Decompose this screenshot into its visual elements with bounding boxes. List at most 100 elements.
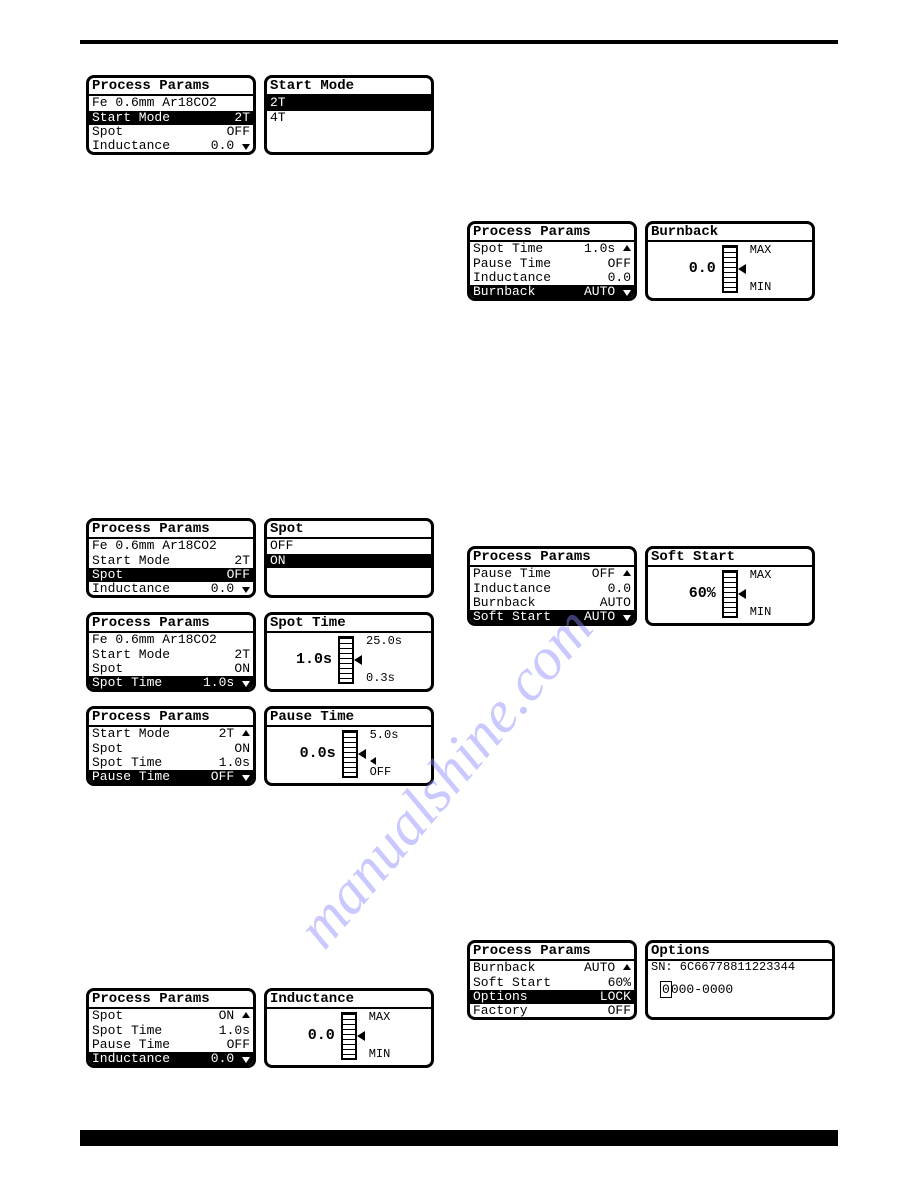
lcd-title: Spot Time: [267, 615, 431, 633]
scale-max: 25.0s: [366, 635, 402, 648]
arrow-left-icon: [370, 757, 376, 765]
row-label: Spot: [92, 742, 123, 756]
scale-box: 0.0 MAX MIN: [648, 242, 812, 296]
row-value: 1.0s: [203, 676, 250, 690]
scale-min: MIN: [369, 1048, 391, 1061]
scale-box: 0.0s 5.0s OFF: [267, 727, 431, 781]
list-item: FactoryOFF: [470, 1004, 634, 1018]
ruler-icon: [722, 570, 738, 618]
list-item: Spot Time 1.0s: [89, 1024, 253, 1038]
lcd-process-params-burnback: Process Params Spot Time1.0s Pause TimeO…: [467, 221, 637, 301]
list-item: Pause TimeOFF: [470, 567, 634, 581]
row-value: 0.0: [608, 271, 631, 285]
scale-value: 0.0s: [300, 746, 336, 763]
row-value: 0.0: [211, 139, 250, 153]
lcd-title: Options: [648, 943, 832, 961]
list-item: Start Mode 2T: [89, 727, 253, 741]
list-item: Burnback AUTO: [470, 596, 634, 610]
list-item: Soft Start 60%: [470, 976, 634, 990]
row-label: Start Mode: [92, 111, 170, 125]
list-item: Spot Time 1.0s: [89, 676, 253, 690]
lcd-title: Burnback: [648, 224, 812, 242]
scale-max: 5.0s: [370, 729, 399, 742]
list-item: Start Mode 2T: [89, 111, 253, 125]
list-item: Inductance 0.0: [89, 1052, 253, 1066]
lcd-inductance-scale: Inductance 0.0 MAX MIN: [264, 988, 434, 1068]
ruler-icon: [342, 730, 358, 778]
row-label: Pause Time: [473, 257, 551, 271]
row-value: ON: [234, 742, 250, 756]
scale-labels: 5.0s OFF: [370, 729, 399, 779]
row-label: Spot Time: [92, 676, 162, 690]
row-label: Start Mode: [92, 648, 170, 662]
lcd-process-params-pausetime: Process Params Start Mode 2T Spot ON Spot …: [86, 706, 256, 786]
lcd-process-params-startmode: Process Params Fe 0.6mm Ar18CO2 Start Mo…: [86, 75, 256, 155]
scale-value: 0.0: [308, 1028, 335, 1045]
lcd-process-params-spottime: Process Params Fe 0.6mm Ar18CO2 Start Mo…: [86, 612, 256, 692]
list-item: Spot OFF: [89, 568, 253, 582]
row-label: Spot Time: [92, 1024, 162, 1038]
row-label: Start Mode: [92, 727, 170, 741]
row-value: 60%: [608, 976, 631, 990]
scale-labels: MAX MIN: [750, 569, 772, 619]
list-item: Options LOCK: [470, 990, 634, 1004]
scale-max: MAX: [369, 1011, 391, 1024]
row-label: Spot: [92, 1009, 123, 1023]
lcd-title: Process Params: [89, 709, 253, 727]
row-label: Inductance: [92, 1052, 170, 1066]
row-label: Burnback: [473, 596, 535, 610]
row-value: OFF: [608, 257, 631, 271]
row-value: 0.0: [211, 1052, 250, 1066]
row-value: OFF: [592, 567, 631, 581]
row-label: Options: [473, 990, 528, 1004]
options-code-rest: 000-0000: [671, 982, 733, 997]
lcd-title: Process Params: [89, 78, 253, 96]
row-label: Inductance: [473, 271, 551, 285]
row-value: ON: [219, 1009, 250, 1023]
row-value: 0.0: [608, 582, 631, 596]
lcd-options: Options SN: 6C66778811223344 0000-0000: [645, 940, 835, 1020]
row-label: Pause Time: [92, 1038, 170, 1052]
list-item: Spot Time1.0s: [89, 756, 253, 770]
lcd-burnback-scale: Burnback 0.0 MAX MIN: [645, 221, 815, 301]
row-label: Factory: [473, 1004, 528, 1018]
lcd-subtitle: Fe 0.6mm Ar18CO2: [89, 96, 253, 110]
row-value: AUTO: [584, 285, 631, 299]
scale-value: 1.0s: [296, 652, 332, 669]
row-value: OFF: [211, 770, 250, 784]
row-label: Burnback: [473, 961, 535, 975]
row-label: Spot: [92, 568, 123, 582]
scale-value: 0.0: [689, 261, 716, 278]
row-value: 1.0s: [219, 756, 250, 770]
scale-labels: 25.0s 0.3s: [366, 635, 402, 685]
lcd-title: Soft Start: [648, 549, 812, 567]
row-value: ON: [234, 662, 250, 676]
row-value: LOCK: [600, 990, 631, 1004]
row-value: 2T: [234, 554, 250, 568]
list-item: Spot ON: [89, 742, 253, 756]
list-item: 4T: [267, 111, 431, 125]
row-label: Soft Start: [473, 976, 551, 990]
list-item: Pause Time OFF: [89, 1038, 253, 1052]
lcd-title: Process Params: [89, 521, 253, 539]
scale-labels: MAX MIN: [369, 1011, 391, 1061]
lcd-spot: Spot OFFON: [264, 518, 434, 598]
scale-min: 0.3s: [366, 672, 402, 685]
row-label: Inductance: [92, 582, 170, 596]
lcd-subtitle: Fe 0.6mm Ar18CO2: [89, 633, 253, 647]
row-value: AUTO: [600, 596, 631, 610]
scale-box: 60% MAX MIN: [648, 567, 812, 621]
row-value: 1.0s: [219, 1024, 250, 1038]
ruler-icon: [341, 1012, 357, 1060]
top-rule: [80, 40, 838, 44]
options-code: 0000-0000: [648, 983, 832, 997]
row-value: OFF: [227, 1038, 250, 1052]
row-value: OFF: [227, 568, 250, 582]
row-value: 2T: [234, 111, 250, 125]
lcd-process-params-softstart: Process Params Pause TimeOFF Inductance0…: [467, 546, 637, 626]
row-label: Spot: [92, 662, 123, 676]
row-value: 0.0: [211, 582, 250, 596]
row-label: Spot: [92, 125, 123, 139]
row-value: 2T: [219, 727, 250, 741]
list-item: Soft StartAUTO: [470, 610, 634, 624]
